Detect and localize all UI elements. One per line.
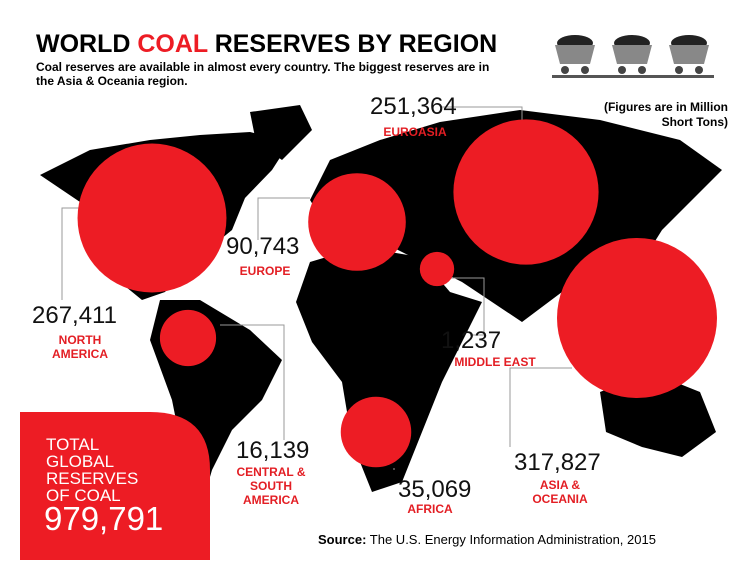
bubble	[308, 173, 406, 271]
chart-title: WORLD COAL RESERVES BY REGION	[36, 30, 497, 59]
region-label: EUROPE	[239, 264, 291, 278]
leader-line	[509, 367, 572, 447]
cart	[555, 35, 595, 74]
bubble	[77, 143, 227, 293]
africa	[296, 247, 482, 492]
bubble	[557, 238, 717, 398]
region-label: EUROASIA	[383, 125, 447, 139]
source-label: Source:	[318, 532, 367, 547]
value-label: 251,364	[370, 93, 457, 120]
region-label: AFRICA	[407, 502, 453, 516]
source-text: The U.S. Energy Information Administrati…	[369, 532, 656, 547]
leader-line	[257, 197, 310, 240]
note: (Figures are in Million Short Tons)	[603, 100, 728, 129]
value-label: 90,743	[226, 233, 300, 260]
value-label: 317,827	[514, 449, 601, 476]
region-label: CENTRAL & SOUTH AMERICA	[236, 465, 306, 507]
source: Source: The U.S. Energy Information Admi…	[318, 532, 656, 547]
bubble	[419, 251, 455, 287]
value-label: 35,069	[398, 476, 472, 503]
leader-line	[61, 207, 86, 300]
value-label: 1,237	[441, 327, 502, 354]
bubble	[159, 309, 217, 367]
title-part: COAL	[137, 30, 208, 58]
value-label: 267,411	[32, 302, 117, 329]
bubble	[453, 119, 599, 265]
title-part: RESERVES BY REGION	[214, 30, 498, 58]
greenland	[250, 105, 312, 160]
total-value: 979,791	[44, 500, 164, 537]
value-label: 16,139	[236, 437, 310, 464]
coal-carts	[552, 35, 714, 78]
cart	[669, 35, 709, 74]
leader-line	[220, 324, 285, 440]
region-label: MIDDLE EAST	[454, 355, 536, 369]
leader-line	[448, 277, 485, 336]
rail	[552, 75, 714, 78]
subtitle: Coal reserves are available in almost ev…	[36, 60, 490, 88]
bubble	[340, 396, 412, 468]
cart	[612, 35, 652, 74]
region-label: ASIA & OCEANIA	[532, 478, 588, 506]
total-label: TOTAL GLOBAL RESERVES OF COAL	[46, 435, 139, 505]
title-part: WORLD	[36, 30, 131, 58]
bubbles	[77, 119, 717, 468]
leader-lines	[61, 106, 572, 470]
total-box	[20, 412, 210, 560]
region-label: NORTH AMERICA	[52, 333, 108, 361]
